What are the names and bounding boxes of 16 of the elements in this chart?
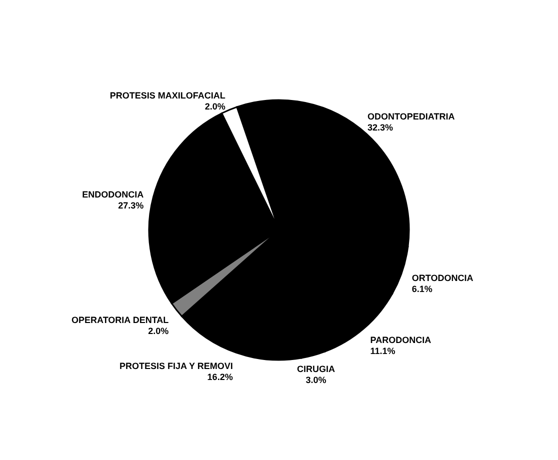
slice-label: ORTODONCIA (412, 273, 474, 284)
slice-label: CIRUGIA (296, 364, 336, 374)
data-label: 6.1% (412, 284, 432, 294)
slice-label: PARODONCIA (370, 335, 432, 346)
data-label: 27.3% (118, 200, 144, 210)
data-label: 2.0% (204, 102, 226, 112)
data-label: 2.0% (148, 326, 169, 336)
data-label: 16.2% (207, 372, 233, 382)
slice-label: ODONTOPEDIATRIA (368, 112, 456, 122)
slice-label: PROTESIS FIJA Y REMOVI (119, 361, 233, 372)
slice-label: PROTESIS MAXILOFACIAL (110, 90, 226, 101)
slice-label: OPERATORIA DENTAL (71, 315, 170, 326)
data-label: 32.3% (368, 122, 394, 133)
data-label: 11.1% (370, 346, 396, 356)
data-label: 3.0% (306, 375, 326, 386)
slice-label: ENDODONCIA (82, 189, 144, 200)
